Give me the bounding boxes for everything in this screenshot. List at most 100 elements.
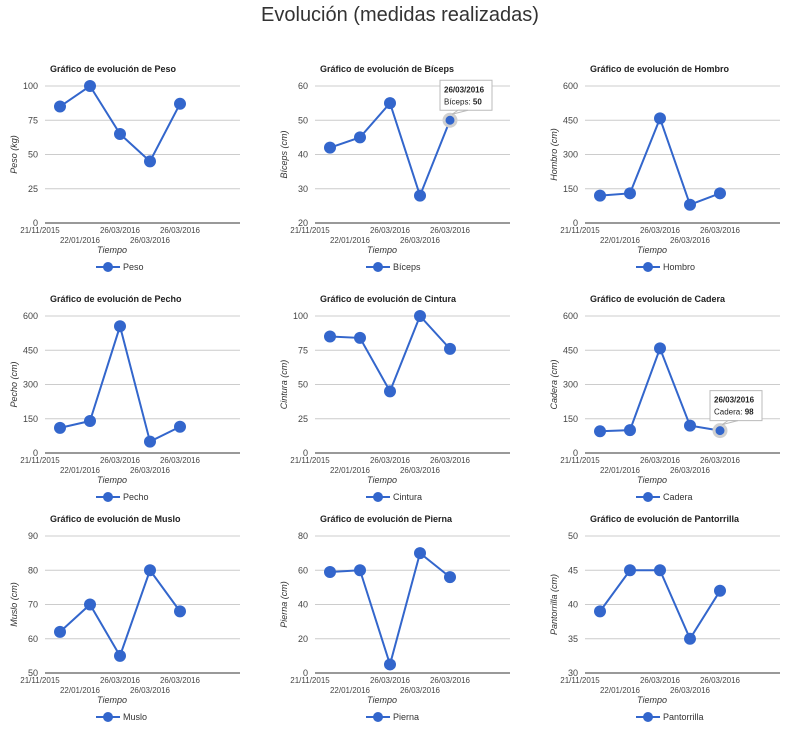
series-line bbox=[59, 568, 181, 659]
data-point[interactable] bbox=[594, 425, 606, 438]
x-tick-label: 26/03/2016 bbox=[100, 456, 141, 465]
y-tick-label: 150 bbox=[563, 184, 578, 194]
data-point[interactable] bbox=[714, 584, 726, 597]
x-tick-label: 26/03/2016 bbox=[160, 226, 201, 235]
data-point[interactable] bbox=[444, 571, 456, 584]
data-point[interactable] bbox=[354, 331, 366, 344]
tooltip-date: 26/03/2016 bbox=[444, 85, 485, 94]
x-tick-label: 26/03/2016 bbox=[400, 466, 441, 475]
chart-svg: Gráfico de evolución de Hombro 0 150 300 450… bbox=[549, 64, 780, 272]
data-point[interactable] bbox=[354, 131, 366, 144]
data-point[interactable] bbox=[414, 189, 426, 202]
data-point[interactable] bbox=[594, 605, 606, 618]
chart-svg: Gráfico de evolución de Pecho 0 150 300 450 6… bbox=[9, 294, 240, 502]
chart-svg: Gráfico de evolución de Bíceps 20 30 40 50 60… bbox=[279, 64, 510, 272]
data-point[interactable] bbox=[444, 342, 456, 355]
legend-label[interactable]: Pecho bbox=[123, 492, 149, 502]
y-tick-label: 50 bbox=[28, 668, 38, 678]
x-tick-label: 26/03/2016 bbox=[430, 226, 471, 235]
data-point[interactable] bbox=[384, 385, 396, 398]
data-point[interactable] bbox=[84, 415, 96, 428]
x-tick-label: 26/03/2016 bbox=[700, 676, 741, 685]
tooltip-tail bbox=[451, 109, 469, 115]
y-axis-label: Cintura (cm) bbox=[279, 360, 289, 410]
legend-swatch-marker bbox=[373, 712, 383, 722]
legend-label[interactable]: Hombro bbox=[663, 262, 695, 272]
y-tick-label: 35 bbox=[568, 634, 578, 644]
data-point[interactable] bbox=[114, 649, 126, 662]
y-tick-label: 30 bbox=[568, 668, 578, 678]
data-point[interactable] bbox=[324, 565, 336, 578]
x-tick-label: 22/01/2016 bbox=[330, 466, 371, 475]
x-tick-label: 26/03/2016 bbox=[160, 676, 201, 685]
y-tick-label: 40 bbox=[298, 150, 308, 160]
data-point[interactable] bbox=[654, 564, 666, 577]
legend-swatch-marker bbox=[643, 712, 653, 722]
data-point[interactable] bbox=[624, 564, 636, 577]
data-point[interactable] bbox=[714, 187, 726, 200]
x-tick-label: 26/03/2016 bbox=[370, 676, 411, 685]
chart-panel: Gráfico de evolución de Bíceps 20 30 40 50 60… bbox=[270, 50, 530, 285]
x-tick-label: 22/01/2016 bbox=[60, 466, 101, 475]
data-point[interactable] bbox=[144, 564, 156, 577]
data-point[interactable] bbox=[384, 658, 396, 671]
legend-label[interactable]: Pantorrilla bbox=[663, 712, 704, 722]
legend-label[interactable]: Peso bbox=[123, 262, 144, 272]
y-tick-label: 450 bbox=[563, 115, 578, 125]
data-point[interactable] bbox=[144, 155, 156, 168]
chart-svg: Gráfico de evolución de Peso 0 25 50 75 100 Pe… bbox=[9, 64, 240, 272]
data-point[interactable] bbox=[414, 547, 426, 560]
x-tick-label: 26/03/2016 bbox=[130, 236, 171, 245]
data-point[interactable] bbox=[654, 342, 666, 355]
legend-label[interactable]: Cintura bbox=[393, 492, 422, 502]
x-tick-label: 26/03/2016 bbox=[640, 226, 681, 235]
x-tick-label: 21/11/2015 bbox=[560, 676, 600, 685]
data-point[interactable] bbox=[324, 141, 336, 154]
legend-label[interactable]: Bíceps bbox=[393, 262, 421, 272]
data-point[interactable] bbox=[594, 189, 606, 202]
legend-label[interactable]: Muslo bbox=[123, 712, 147, 722]
x-tick-label: 26/03/2016 bbox=[700, 456, 741, 465]
x-axis-label: Tiempo bbox=[97, 475, 127, 485]
data-point[interactable] bbox=[114, 127, 126, 140]
data-point[interactable] bbox=[54, 100, 66, 113]
data-point[interactable] bbox=[384, 97, 396, 110]
data-point[interactable] bbox=[684, 632, 696, 645]
data-point[interactable] bbox=[84, 80, 96, 92]
data-point[interactable] bbox=[684, 419, 696, 432]
x-tick-label: 26/03/2016 bbox=[400, 686, 441, 695]
data-point[interactable] bbox=[654, 112, 666, 125]
legend-label[interactable]: Pierna bbox=[393, 712, 419, 722]
y-axis-label: Pierna (cm) bbox=[279, 581, 289, 628]
y-tick-label: 60 bbox=[28, 634, 38, 644]
data-point[interactable] bbox=[684, 198, 696, 211]
data-point[interactable] bbox=[624, 187, 636, 200]
y-axis-label: Bíceps (cm) bbox=[279, 130, 289, 178]
data-point[interactable] bbox=[354, 564, 366, 577]
data-point[interactable] bbox=[712, 423, 728, 439]
data-point[interactable] bbox=[174, 420, 186, 433]
tooltip-line: Bíceps: 50 bbox=[444, 97, 482, 106]
x-tick-label: 21/11/2015 bbox=[290, 226, 330, 235]
legend-label[interactable]: Cadera bbox=[663, 492, 693, 502]
data-point[interactable] bbox=[174, 605, 186, 618]
data-point[interactable] bbox=[54, 625, 66, 638]
data-point[interactable] bbox=[324, 330, 336, 343]
data-point[interactable] bbox=[54, 421, 66, 434]
data-point[interactable] bbox=[114, 320, 126, 333]
data-point[interactable] bbox=[624, 424, 636, 437]
y-tick-label: 50 bbox=[28, 150, 38, 160]
x-tick-label: 21/11/2015 bbox=[560, 226, 600, 235]
chart-panel: Gráfico de evolución de Cadera 0 150 300 450… bbox=[540, 280, 800, 515]
data-point[interactable] bbox=[174, 97, 186, 110]
series-line bbox=[599, 115, 721, 207]
y-tick-label: 0 bbox=[33, 218, 38, 228]
x-axis-label: Tiempo bbox=[637, 475, 667, 485]
data-point[interactable] bbox=[442, 112, 458, 128]
data-point[interactable] bbox=[84, 598, 96, 611]
y-tick-label: 25 bbox=[298, 414, 308, 424]
y-tick-label: 20 bbox=[298, 218, 308, 228]
data-point[interactable] bbox=[414, 310, 426, 322]
x-axis-label: Tiempo bbox=[367, 695, 397, 705]
data-point[interactable] bbox=[144, 435, 156, 448]
